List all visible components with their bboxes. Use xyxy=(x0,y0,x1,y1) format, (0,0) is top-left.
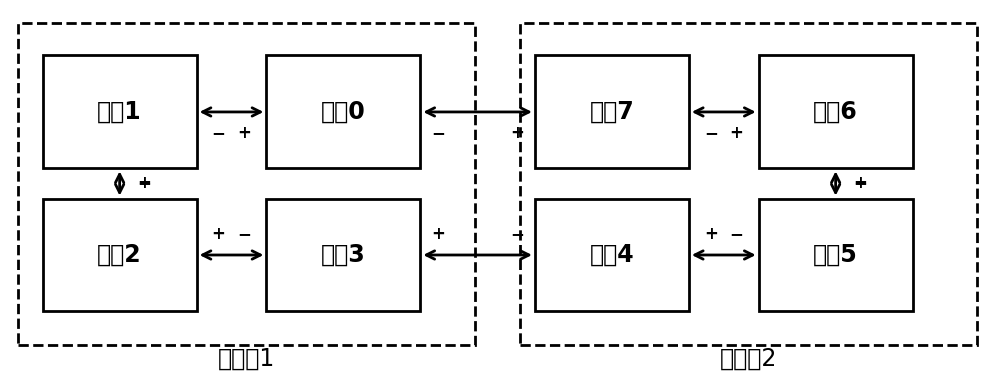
Text: 芯片5: 芯片5 xyxy=(813,243,858,267)
Text: 处理刨2: 处理刨2 xyxy=(720,346,777,371)
Text: +: + xyxy=(854,175,867,193)
Text: 芯片6: 芯片6 xyxy=(813,100,858,124)
Bar xyxy=(266,199,420,311)
Text: 芯片1: 芯片1 xyxy=(97,100,142,124)
Text: 芯片7: 芯片7 xyxy=(590,100,634,124)
Bar xyxy=(266,55,420,168)
Text: +: + xyxy=(510,124,524,142)
Bar xyxy=(43,199,197,311)
Text: −: − xyxy=(212,124,226,142)
Text: +: + xyxy=(704,225,718,243)
Bar xyxy=(535,199,689,311)
Text: +: + xyxy=(431,225,445,243)
Text: +: + xyxy=(212,225,226,243)
Text: −: − xyxy=(730,225,744,243)
Text: 芯片2: 芯片2 xyxy=(97,243,142,267)
Text: −: − xyxy=(704,124,718,142)
Text: −: − xyxy=(854,175,867,193)
Bar xyxy=(43,55,197,168)
Text: −: − xyxy=(138,175,151,193)
Bar xyxy=(520,23,977,345)
Text: −: − xyxy=(510,225,524,243)
Text: +: + xyxy=(138,175,151,193)
Text: +: + xyxy=(237,124,251,142)
Text: −: − xyxy=(237,225,251,243)
Text: 芯片4: 芯片4 xyxy=(590,243,634,267)
Text: 处理刨1: 处理刨1 xyxy=(218,346,275,371)
Text: 芯片3: 芯片3 xyxy=(321,243,366,267)
Bar xyxy=(18,23,475,345)
Text: −: − xyxy=(431,124,445,142)
Bar xyxy=(759,55,913,168)
Bar xyxy=(535,55,689,168)
Text: 芯片0: 芯片0 xyxy=(321,100,366,124)
Text: +: + xyxy=(730,124,744,142)
Bar xyxy=(759,199,913,311)
